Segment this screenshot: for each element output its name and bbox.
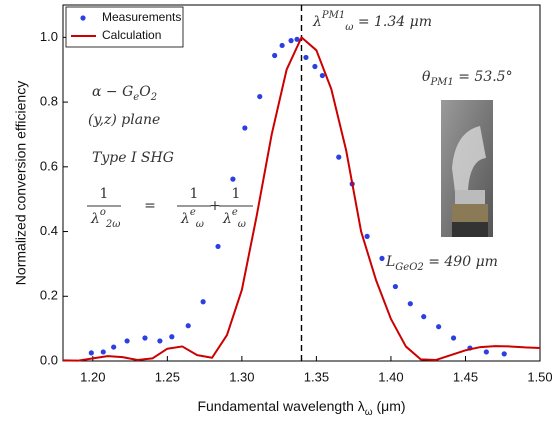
x-tick-label: 1.45 xyxy=(453,369,478,384)
y-tick-label: 0.2 xyxy=(40,288,58,303)
text-segment: λ xyxy=(180,211,190,227)
data-point xyxy=(169,334,175,340)
text-segment: = 53.5° xyxy=(454,69,513,85)
fraction-denominator: λeω xyxy=(222,207,246,230)
text-segment: = 490 μm xyxy=(424,254,498,270)
y-tick-label: 1.0 xyxy=(40,29,58,44)
data-point xyxy=(392,283,399,290)
fraction-numerator: 1 xyxy=(190,186,199,202)
text-segment: Fundamental wavelength λ xyxy=(197,398,364,414)
annotation: α − GeO2 xyxy=(92,84,157,103)
y-tick-label: 0.6 xyxy=(40,158,58,173)
data-point xyxy=(242,125,248,131)
text-segment: L xyxy=(385,254,395,270)
legend-label: Measurements xyxy=(102,10,181,24)
annotation: LGeO2 = 490 μm xyxy=(385,254,498,273)
annotation: θPM1 = 53.5° xyxy=(422,69,513,88)
text-segment: PM1 xyxy=(429,77,453,88)
data-point xyxy=(450,335,457,341)
text-segment: ω xyxy=(365,407,373,418)
y-tick-label: 0.0 xyxy=(40,352,58,367)
x-axis-label: Fundamental wavelength λω (μm) xyxy=(197,398,405,418)
legend-marker xyxy=(80,15,86,21)
equation-operator: + xyxy=(209,198,221,214)
y-tick-label: 0.4 xyxy=(40,223,58,238)
text-segment: (y,z) plane xyxy=(88,112,160,128)
data-point xyxy=(319,72,325,79)
data-point xyxy=(501,351,507,357)
fraction-numerator: 1 xyxy=(232,186,241,202)
text-segment: e xyxy=(232,207,238,218)
text-segment: ω xyxy=(196,219,204,230)
text-segment: θ xyxy=(422,69,431,85)
x-tick-label: 1.50 xyxy=(527,369,552,384)
data-point xyxy=(200,299,206,305)
text-segment: λ xyxy=(222,211,232,227)
x-tick-label: 1.30 xyxy=(229,369,254,384)
text-segment: ω xyxy=(345,22,353,33)
annotation: Type I SHG xyxy=(92,150,174,166)
data-point xyxy=(111,344,117,350)
data-point xyxy=(312,63,318,70)
data-point xyxy=(88,350,94,356)
data-point xyxy=(294,36,300,42)
data-point xyxy=(379,255,385,262)
data-point xyxy=(215,243,221,250)
data-point xyxy=(279,42,285,49)
text-segment: λ xyxy=(312,14,322,30)
data-point xyxy=(272,52,278,59)
text-segment: α − G xyxy=(92,84,133,100)
data-point xyxy=(100,349,106,355)
data-point xyxy=(421,314,427,320)
inset-photo xyxy=(441,100,493,237)
text-segment: = 1.34 μm xyxy=(353,14,432,30)
text-segment: 2 xyxy=(150,92,157,103)
fraction-denominator: λo2ω xyxy=(90,207,120,230)
legend-label: Calculation xyxy=(102,28,161,42)
data-point xyxy=(124,338,130,344)
text-segment: O xyxy=(139,84,151,100)
legend-box xyxy=(65,6,184,48)
x-tick-label: 1.25 xyxy=(155,369,180,384)
data-point xyxy=(257,93,263,100)
fraction-denominator: λeω xyxy=(180,207,204,230)
text-segment: Type I SHG xyxy=(92,150,174,166)
x-tick-label: 1.20 xyxy=(80,369,105,384)
text-segment: 2ω xyxy=(105,219,121,230)
annotation: λPM1ω = 1.34 μm xyxy=(312,10,432,33)
x-tick-label: 1.35 xyxy=(304,369,329,384)
data-point xyxy=(336,154,342,160)
fraction-numerator: 1 xyxy=(100,186,109,202)
x-tick-label: 1.40 xyxy=(378,369,403,384)
data-point xyxy=(142,335,148,341)
annotation: (y,z) plane xyxy=(88,112,160,128)
data-point xyxy=(303,54,309,61)
data-point xyxy=(185,323,191,329)
text-segment: λ xyxy=(90,211,100,227)
equation-operator: = xyxy=(144,198,156,214)
text-segment: PM1 xyxy=(321,10,345,21)
data-point xyxy=(407,301,413,307)
text-segment: o xyxy=(100,207,106,218)
y-axis-label: Normalized conversion efficiency xyxy=(13,81,29,285)
data-point xyxy=(436,324,442,330)
y-tick-label: 0.8 xyxy=(40,94,58,109)
data-point xyxy=(483,349,489,355)
text-segment: (μm) xyxy=(373,398,406,414)
data-line xyxy=(62,36,541,362)
data-point xyxy=(230,176,236,182)
data-point xyxy=(364,233,370,239)
text-segment: ω xyxy=(238,219,246,230)
text-segment: GeO2 xyxy=(395,262,423,273)
data-point xyxy=(288,38,294,44)
data-point xyxy=(157,338,163,344)
text-segment: e xyxy=(133,92,139,103)
text-segment: e xyxy=(190,207,196,218)
